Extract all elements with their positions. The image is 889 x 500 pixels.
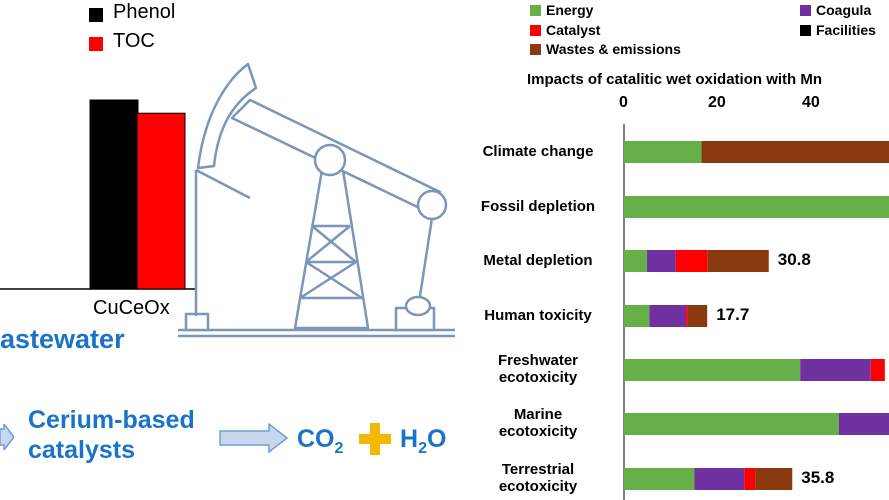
- bar-segment: [649, 305, 687, 327]
- h2o-o: O: [426, 425, 447, 453]
- category-label: Terrestrial ecotoxicity: [498, 461, 578, 495]
- bar-segment: [800, 359, 871, 381]
- x-tick-label: 40: [802, 94, 820, 111]
- catalyst-label-line2: catalysts: [28, 436, 136, 464]
- co2-subscript: 2: [334, 440, 344, 457]
- category-label: Marine ecotoxicity: [498, 406, 578, 440]
- bar-segment: [870, 359, 885, 381]
- co2-label: CO2: [297, 424, 343, 464]
- h2o-h: H: [400, 425, 419, 453]
- data-label: 35.8: [801, 468, 835, 487]
- legend-swatch-phenol: [89, 8, 103, 22]
- bar-segment: [675, 250, 708, 272]
- rlegend-label-wastes: Wastes & emissions: [546, 41, 681, 57]
- pumpjack-illustration: [178, 62, 455, 338]
- bar-segment: [694, 468, 745, 490]
- bar-toc: [136, 112, 186, 290]
- catalyst-label: Cerium-based catalysts: [28, 405, 195, 465]
- legend-label-phenol: Phenol: [113, 1, 176, 23]
- x-tick-label: 20: [708, 94, 726, 111]
- bar-segment: [647, 250, 676, 272]
- category-label: Climate change: [482, 142, 594, 160]
- rlegend-label-coagula: Coagula: [816, 2, 872, 18]
- legend-label-toc: TOC: [113, 30, 155, 52]
- bar-segment: [624, 413, 839, 435]
- rlegend-label-energy: Energy: [546, 2, 594, 18]
- plus-icon: [359, 423, 391, 460]
- category-label: Human toxicity: [484, 306, 592, 324]
- bar-segment: [755, 468, 793, 490]
- rlegend-swatch-coagula: [800, 5, 811, 16]
- bar-segment: [624, 359, 801, 381]
- arrow-left: [0, 421, 15, 455]
- right-chart-title: Impacts of catalitic wet oxidation with …: [527, 71, 823, 88]
- bar-segment: [838, 413, 889, 435]
- bar-segment: [624, 141, 702, 163]
- bar-segment: [687, 305, 708, 327]
- data-label: 17.7: [716, 305, 750, 324]
- rlegend-label-catalyst: Catalyst: [546, 22, 601, 38]
- bar-segment: [744, 468, 756, 490]
- arrow-to-products: [219, 422, 289, 458]
- bar-segment: [686, 305, 688, 327]
- rlegend-swatch-wastes: [530, 44, 541, 55]
- h2o-label: H2O: [400, 424, 446, 464]
- rlegend-swatch-catalyst: [530, 25, 541, 36]
- rlegend-label-facilities: Facilities: [816, 22, 876, 38]
- co2-text: CO: [297, 425, 335, 453]
- rlegend-swatch-facilities: [800, 25, 811, 36]
- legend-swatch-toc: [89, 37, 103, 51]
- bar-category-label: CuCeOx: [93, 297, 170, 319]
- bar-segment: [624, 250, 648, 272]
- data-label: 30.8: [777, 250, 811, 269]
- category-label: Freshwater ecotoxicity: [497, 352, 579, 386]
- wastewater-label: astewater: [0, 324, 125, 354]
- h2o-subscript: 2: [418, 440, 427, 457]
- catalyst-label-line1: Cerium-based: [28, 406, 195, 434]
- bar-segment: [707, 250, 769, 272]
- bar-segment: [624, 196, 889, 218]
- category-label: Metal depletion: [483, 251, 593, 269]
- bar-segment: [624, 468, 695, 490]
- bar-segment: [701, 141, 889, 163]
- x-tick-label: 0: [619, 94, 628, 111]
- rlegend-swatch-energy: [530, 5, 541, 16]
- bar-segment: [624, 305, 650, 327]
- category-label: Fossil depletion: [480, 197, 596, 215]
